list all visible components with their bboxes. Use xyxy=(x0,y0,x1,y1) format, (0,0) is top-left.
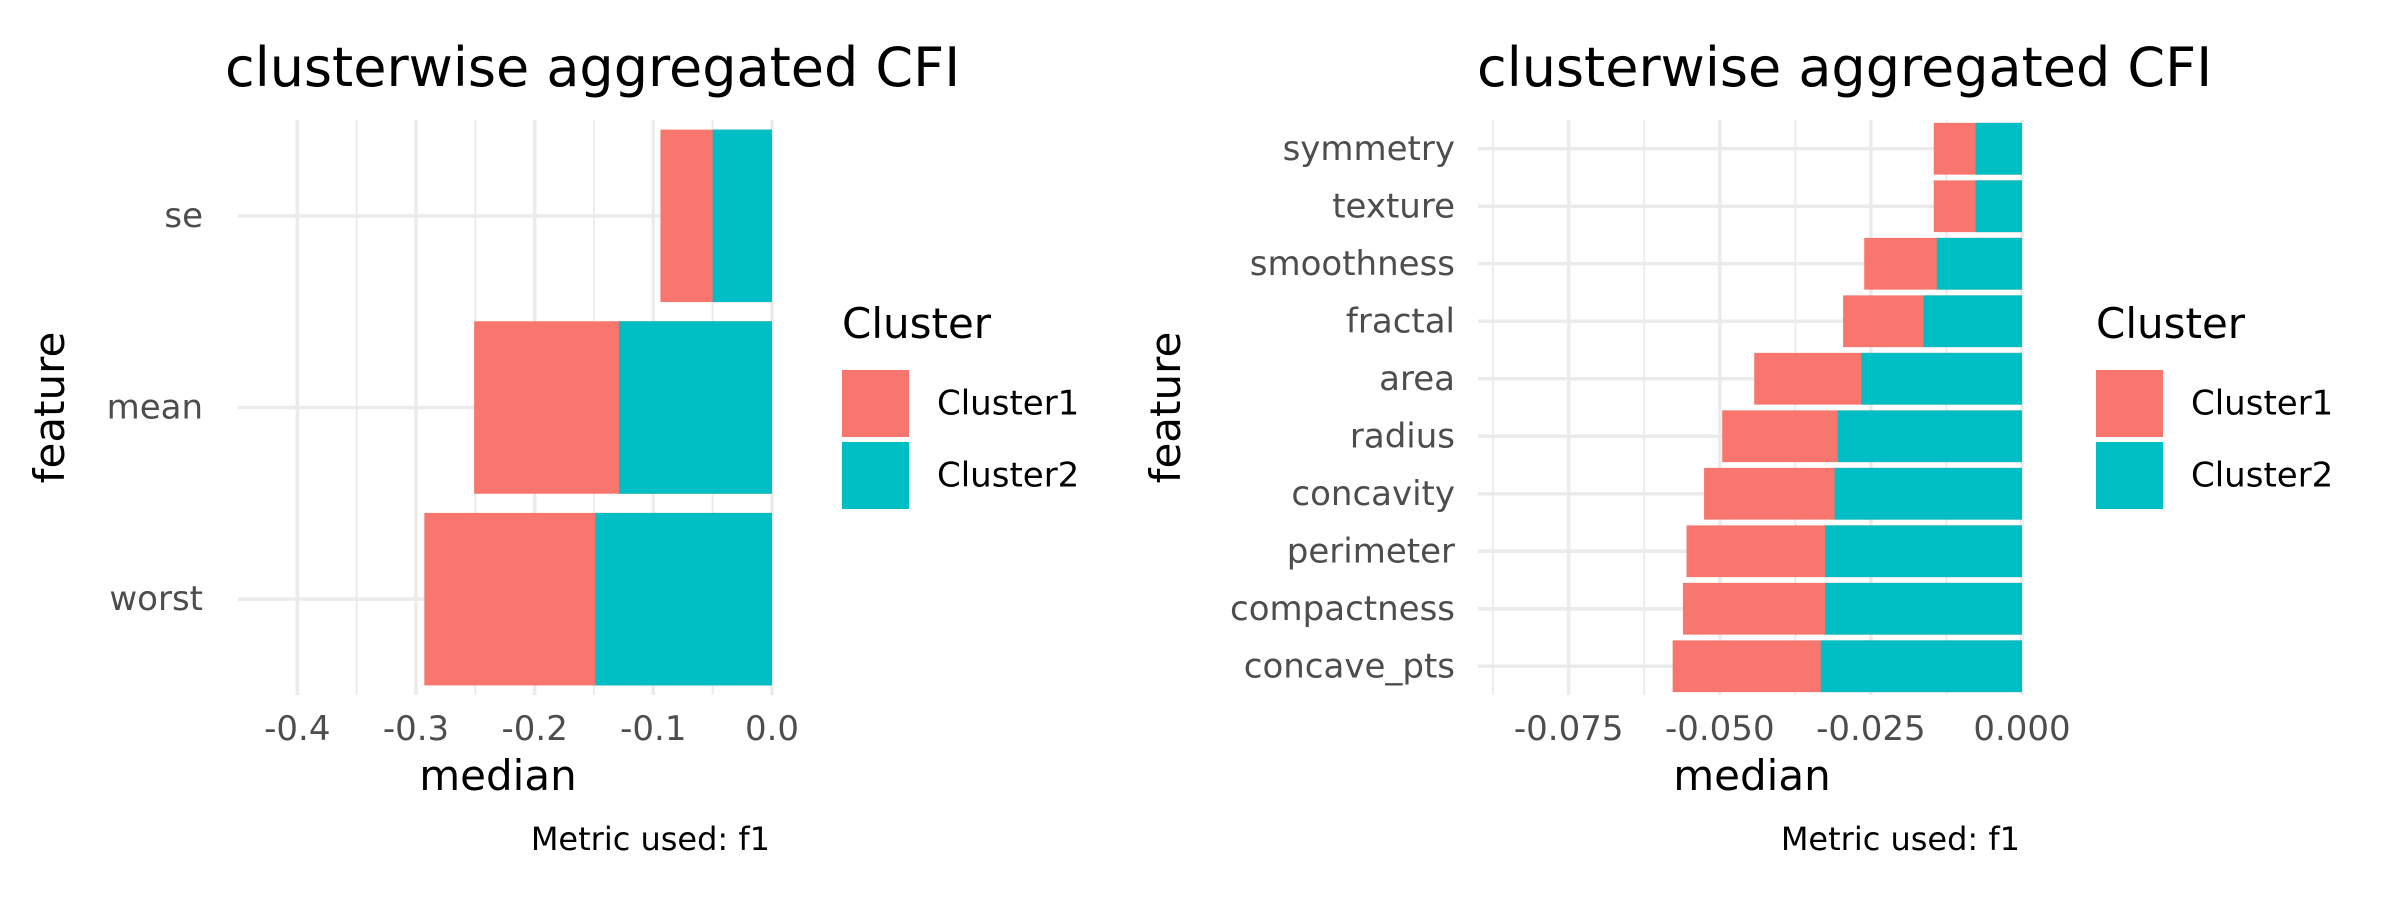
y-tick-label: concavity xyxy=(1291,474,1455,514)
chart-title: clusterwise aggregated CFI xyxy=(1477,36,2212,99)
y-tick-label: worst xyxy=(109,579,203,619)
bar-Cluster2-symmetry xyxy=(1975,122,2022,175)
y-tick-label: smoothness xyxy=(1250,244,1455,284)
x-tick-label: 0.0 xyxy=(745,709,799,749)
legend: Cluster Cluster1 Cluster2 xyxy=(2096,299,2333,509)
x-tick-label: -0.025 xyxy=(1816,709,1926,749)
x-tick-label: -0.050 xyxy=(1665,709,1775,749)
legend-label-Cluster1: Cluster1 xyxy=(2191,384,2333,424)
bar-Cluster2-concavity xyxy=(1834,467,2022,520)
chart-panel-1: se mean worst -0.4 -0.3 -0.2 -0.1 0.0 clusterwis… xyxy=(25,36,1079,858)
bar-Cluster2-compactness xyxy=(1824,582,2022,635)
x-axis-title: median xyxy=(1673,751,1830,800)
chart-title: clusterwise aggregated CFI xyxy=(225,36,960,99)
bar-Cluster2-se xyxy=(712,129,772,303)
x-tick-label: -0.3 xyxy=(383,709,449,749)
legend-key-Cluster1 xyxy=(2096,370,2163,437)
y-axis-title: feature xyxy=(25,332,74,484)
y-tick-label: concave_pts xyxy=(1244,646,1455,686)
caption: Metric used: f1 xyxy=(531,820,770,858)
bar-Cluster2-radius xyxy=(1837,410,2022,463)
legend-key-Cluster2 xyxy=(2096,442,2163,509)
bar-Cluster2-smoothness xyxy=(1936,237,2022,290)
legend-label-Cluster2: Cluster2 xyxy=(937,456,1079,496)
series-Cluster2 xyxy=(595,129,772,686)
bar-Cluster2-fractal xyxy=(1923,295,2022,348)
bar-Cluster2-mean xyxy=(618,321,772,494)
x-tick-label: -0.4 xyxy=(264,709,330,749)
y-tick-label: symmetry xyxy=(1283,129,1455,169)
bar-Cluster2-perimeter xyxy=(1824,525,2022,578)
y-tick-label: se xyxy=(164,196,203,236)
x-tick-label: -0.075 xyxy=(1514,709,1624,749)
y-tick-label: perimeter xyxy=(1287,531,1455,571)
legend-title: Cluster xyxy=(842,299,992,348)
legend-key-Cluster2 xyxy=(842,442,909,509)
y-tick-label: compactness xyxy=(1230,589,1455,629)
x-axis-title: median xyxy=(419,751,576,800)
series-Cluster2 xyxy=(1820,122,2022,693)
y-tick-label: radius xyxy=(1350,416,1455,456)
legend-label-Cluster1: Cluster1 xyxy=(937,384,1079,424)
bar-Cluster2-concave_pts xyxy=(1820,640,2022,693)
y-tick-label: fractal xyxy=(1346,301,1455,341)
legend-title: Cluster xyxy=(2096,299,2246,348)
x-tick-label: -0.2 xyxy=(501,709,567,749)
y-tick-label: texture xyxy=(1332,186,1455,226)
bar-Cluster2-area xyxy=(1861,352,2022,405)
caption: Metric used: f1 xyxy=(1781,820,2020,858)
legend-key-Cluster1 xyxy=(842,370,909,437)
y-tick-label: area xyxy=(1379,359,1455,399)
legend-label-Cluster2: Cluster2 xyxy=(2191,456,2333,496)
legend: Cluster Cluster1 Cluster2 xyxy=(842,299,1079,509)
x-tick-label: -0.1 xyxy=(620,709,686,749)
y-tick-label: mean xyxy=(107,388,203,428)
x-tick-label: 0.000 xyxy=(1973,709,2070,749)
y-axis-title: feature xyxy=(1141,332,1190,484)
bar-Cluster2-worst xyxy=(595,512,772,686)
chart-panel-2: symmetry texture smoothness fractal area radi… xyxy=(1141,36,2333,858)
bar-Cluster2-texture xyxy=(1975,180,2022,233)
